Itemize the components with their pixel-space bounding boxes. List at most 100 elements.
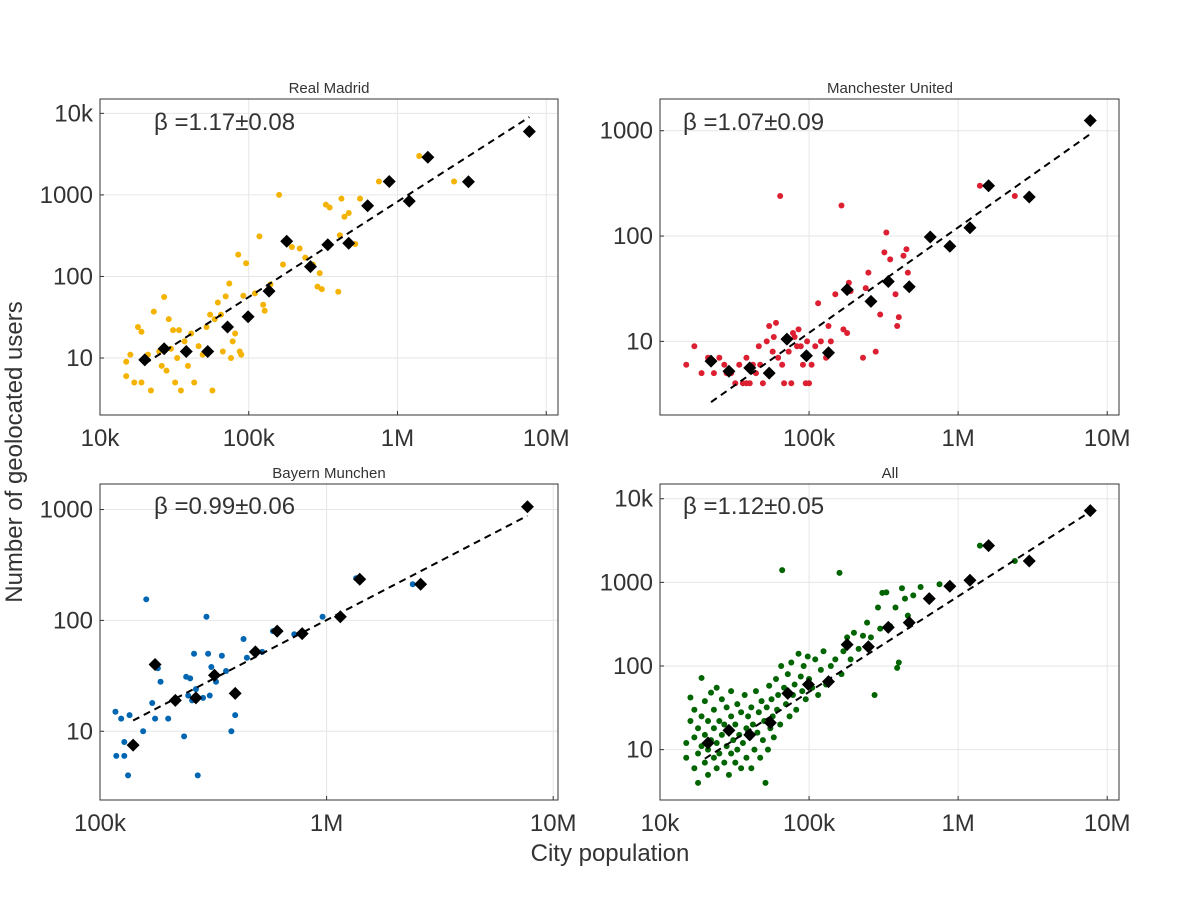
- data-point: [791, 334, 798, 341]
- binned-mean-marker: [840, 283, 854, 297]
- y-tick-label: 10: [626, 737, 653, 764]
- data-point: [698, 713, 705, 720]
- y-tick-label: 100: [53, 263, 93, 290]
- data-point: [409, 581, 416, 588]
- data-point: [871, 692, 878, 699]
- data-point: [131, 379, 138, 386]
- fit-line: [710, 133, 1091, 403]
- binned-mean-marker: [157, 342, 171, 356]
- data-point: [710, 725, 717, 732]
- data-point: [738, 765, 745, 772]
- data-point: [161, 293, 168, 300]
- data-point: [357, 195, 364, 202]
- data-point: [718, 696, 725, 703]
- binned-mean-marker: [799, 349, 813, 363]
- data-point: [691, 343, 698, 350]
- data-point: [738, 709, 745, 716]
- binned-mean-marker: [333, 610, 347, 624]
- binned-mean-marker: [902, 280, 916, 294]
- data-point: [820, 648, 827, 655]
- data-point: [815, 692, 822, 699]
- data-point: [191, 650, 198, 657]
- data-point: [759, 737, 766, 744]
- data-point: [799, 688, 806, 695]
- data-point: [795, 650, 802, 657]
- data-point: [240, 292, 247, 299]
- data-point: [288, 243, 295, 250]
- data-point: [892, 291, 899, 298]
- data-point: [152, 715, 159, 722]
- data-point: [743, 354, 750, 361]
- binned-mean-marker: [207, 668, 221, 682]
- data-point: [121, 739, 128, 746]
- data-point: [345, 209, 352, 216]
- binned-mean-marker: [402, 194, 416, 208]
- data-point: [687, 694, 694, 701]
- panel-title: Real Madrid: [289, 80, 370, 97]
- data-point: [755, 343, 762, 350]
- data-point: [895, 314, 902, 321]
- data-point: [683, 754, 690, 761]
- panel-real-madrid: 10k 100k 1M 10M 10 100 1000 10k Real Madrid β =1.…: [40, 80, 570, 452]
- data-point: [335, 288, 342, 295]
- binned-mean-marker: [821, 675, 835, 689]
- data-point: [728, 750, 735, 757]
- data-point: [134, 323, 141, 330]
- binned-mean-marker: [701, 736, 715, 750]
- data-point: [867, 634, 874, 641]
- data-point: [319, 613, 326, 620]
- data-point: [683, 361, 690, 368]
- x-tick-label: 1M: [310, 810, 343, 837]
- data-point: [748, 765, 755, 772]
- data-point: [746, 380, 753, 387]
- binned-mean-marker: [781, 686, 795, 700]
- data-point: [181, 733, 188, 740]
- data-point: [157, 678, 164, 685]
- binned-mean-marker: [743, 728, 757, 742]
- data-point: [701, 698, 708, 705]
- data-point: [903, 246, 910, 253]
- binned-mean-marker: [321, 238, 335, 252]
- data-point: [710, 706, 717, 713]
- data-point: [751, 746, 758, 753]
- data-point: [194, 772, 201, 779]
- data-point: [887, 256, 894, 263]
- data-point: [195, 343, 202, 350]
- binned-mean-marker: [303, 260, 317, 274]
- data-point: [219, 348, 226, 355]
- y-tick-label: 10k: [614, 486, 654, 513]
- data-point: [770, 734, 777, 741]
- y-tick-label: 10: [66, 718, 93, 745]
- data-point: [936, 581, 943, 588]
- data-point: [883, 229, 890, 236]
- data-point: [228, 355, 235, 362]
- x-tick-label: 100k: [74, 810, 127, 837]
- data-point: [140, 728, 147, 735]
- beta-annotation: β =1.17±0.08: [154, 109, 295, 136]
- data-point: [743, 754, 750, 761]
- x-tick-label: 100k: [783, 425, 836, 452]
- data-point: [207, 311, 214, 318]
- binned-mean-marker: [1083, 504, 1097, 518]
- data-point: [695, 779, 702, 786]
- panel-all: 10k 100k 1M 10M 10 100 1000 10k All β =1.12±0.05: [600, 465, 1131, 837]
- axes-frame: [99, 98, 559, 416]
- data-point: [777, 192, 784, 199]
- data-point: [113, 752, 120, 759]
- binned-mean-marker: [520, 500, 534, 514]
- data-point: [917, 584, 924, 591]
- data-point: [165, 316, 172, 323]
- data-point: [736, 361, 743, 368]
- data-point: [713, 740, 720, 747]
- binned-mean-marker: [148, 658, 162, 672]
- binned-mean-marker: [902, 616, 916, 630]
- data-point: [768, 696, 775, 703]
- data-point: [705, 746, 712, 753]
- x-tick-label: 10M: [523, 425, 570, 452]
- data-point: [375, 178, 382, 185]
- data-point: [721, 361, 728, 368]
- data-point: [723, 704, 730, 711]
- data-point: [172, 379, 179, 386]
- data-point: [730, 737, 737, 744]
